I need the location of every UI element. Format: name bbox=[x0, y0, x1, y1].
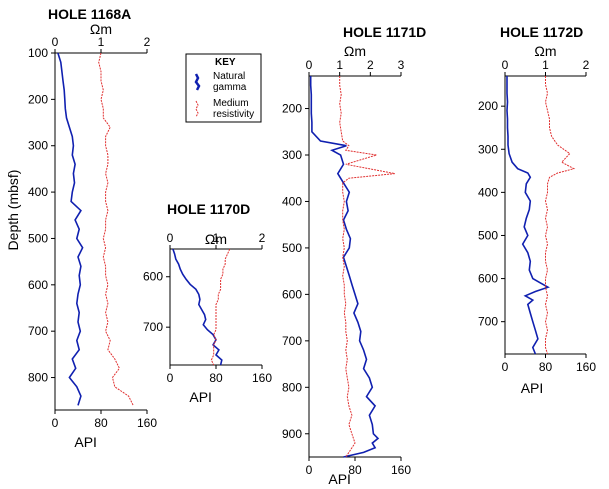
api-tick-label: 160 bbox=[391, 463, 411, 477]
panel-hole-1170d: HOLE 1170D 600 700 0 80 160 0 1 2 Ωm API bbox=[143, 201, 272, 405]
resistivity-tick-label: 1 bbox=[98, 35, 105, 49]
api-tick-label: 80 bbox=[94, 416, 108, 430]
api-tick-label: 80 bbox=[539, 360, 553, 374]
depth-tick-label: 700 bbox=[143, 320, 163, 334]
api-tick-label: 80 bbox=[209, 371, 223, 385]
api-unit-label: API bbox=[521, 380, 544, 396]
depth-tick-label: 300 bbox=[478, 142, 498, 156]
depth-tick-label: 600 bbox=[28, 278, 48, 292]
resistivity-unit-label: Ωm bbox=[344, 43, 366, 59]
panel-title: HOLE 1168A bbox=[48, 6, 131, 22]
depth-tick-label: 400 bbox=[478, 185, 498, 199]
resistivity-tick-label: 1 bbox=[336, 58, 343, 72]
api-tick-label: 0 bbox=[167, 371, 174, 385]
depth-tick-label: 200 bbox=[478, 99, 498, 113]
resistivity-tick-label: 2 bbox=[259, 231, 266, 245]
gamma-series-line bbox=[57, 52, 84, 406]
api-tick-label: 80 bbox=[348, 463, 362, 477]
resistivity-unit-label: Ωm bbox=[90, 21, 112, 37]
resistivity-unit-label: Ωm bbox=[534, 43, 556, 59]
resistivity-tick-label: 2 bbox=[144, 35, 151, 49]
api-unit-label: API bbox=[74, 434, 97, 450]
depth-tick-label: 700 bbox=[28, 324, 48, 338]
depth-tick-label: 500 bbox=[478, 228, 498, 242]
panel-hole-1171d: HOLE 1171D 200 300 400 500 600 700 800 900 0 80 160… bbox=[282, 24, 426, 487]
resistivity-tick-label: 2 bbox=[367, 58, 374, 72]
depth-tick-label: 300 bbox=[28, 139, 48, 153]
api-tick-label: 160 bbox=[576, 360, 596, 374]
api-tick-label: 160 bbox=[137, 416, 157, 430]
legend-label-gamma-1: Natural bbox=[213, 71, 245, 82]
depth-tick-label: 600 bbox=[478, 272, 498, 286]
api-unit-label: API bbox=[189, 389, 212, 405]
depth-tick-label: 800 bbox=[28, 371, 48, 385]
depth-tick-label: 300 bbox=[282, 148, 302, 162]
depth-tick-label: 100 bbox=[28, 46, 48, 60]
depth-tick-label: 400 bbox=[282, 194, 302, 208]
resistivity-tick-label: 0 bbox=[306, 58, 313, 72]
depth-tick-label: 800 bbox=[282, 380, 302, 394]
api-tick-label: 160 bbox=[252, 371, 272, 385]
resistivity-tick-label: 0 bbox=[502, 58, 509, 72]
gamma-series-line bbox=[506, 76, 550, 355]
panel-title: HOLE 1172D bbox=[500, 24, 583, 40]
resistivity-tick-label: 2 bbox=[583, 58, 590, 72]
resistivity-series-line bbox=[210, 248, 231, 366]
depth-axis-label: Depth (mbsf) bbox=[5, 170, 21, 251]
legend-label-resistivity-1: Medium bbox=[213, 98, 249, 109]
api-tick-label: 0 bbox=[52, 416, 59, 430]
depth-tick-label: 600 bbox=[143, 270, 163, 284]
panel-hole-1168a: Depth (mbsf) HOLE 1168A10020030040050060… bbox=[5, 6, 157, 450]
depth-tick-label: 900 bbox=[282, 427, 302, 441]
depth-tick-label: 700 bbox=[282, 334, 302, 348]
depth-tick-label: 500 bbox=[28, 231, 48, 245]
gamma-series-line bbox=[172, 248, 223, 366]
api-unit-label: API bbox=[328, 471, 351, 487]
panel-title: HOLE 1171D bbox=[343, 24, 426, 40]
resistivity-tick-label: 1 bbox=[542, 58, 549, 72]
depth-tick-label: 600 bbox=[282, 287, 302, 301]
legend-label-gamma-2: gamma bbox=[213, 82, 247, 93]
depth-tick-label: 700 bbox=[478, 315, 498, 329]
resistivity-series-line bbox=[98, 52, 134, 406]
depth-tick-label: 400 bbox=[28, 185, 48, 199]
legend-label-resistivity-2: resistivity bbox=[213, 109, 254, 120]
resistivity-series-line bbox=[544, 76, 576, 355]
resistivity-unit-label: Ωm bbox=[205, 231, 227, 247]
panel-hole-1172d: HOLE 1172D 200 300 400 500 600 700 0 80 160 0 1 2 Ωm A… bbox=[478, 24, 596, 396]
panel-title: HOLE 1170D bbox=[167, 201, 250, 217]
depth-tick-label: 500 bbox=[282, 241, 302, 255]
resistivity-tick-label: 0 bbox=[52, 35, 59, 49]
depth-tick-label: 200 bbox=[282, 102, 302, 116]
api-tick-label: 0 bbox=[502, 360, 509, 374]
legend: KEY Natural gamma Medium resistivity bbox=[185, 53, 262, 123]
gamma-series-line bbox=[309, 76, 380, 458]
depth-tick-label: 200 bbox=[28, 92, 48, 106]
resistivity-series-line bbox=[339, 76, 395, 458]
legend-swatch-gamma bbox=[194, 73, 201, 91]
api-tick-label: 0 bbox=[306, 463, 313, 477]
resistivity-tick-label: 3 bbox=[398, 58, 405, 72]
resistivity-tick-label: 0 bbox=[167, 231, 174, 245]
resistivity-tick-label: 1 bbox=[213, 231, 220, 245]
legend-title: KEY bbox=[215, 57, 236, 68]
